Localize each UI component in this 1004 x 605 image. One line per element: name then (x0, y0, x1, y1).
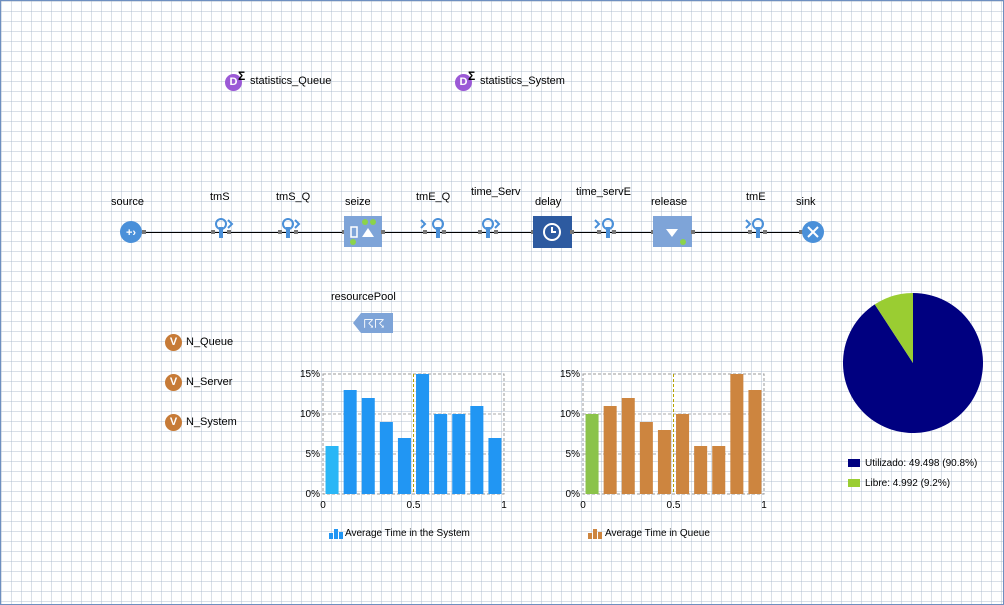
system-bar (343, 390, 357, 494)
time-serv-label: time_Serv (471, 186, 521, 198)
seize-block[interactable] (342, 216, 385, 247)
system-x-tick-label: 1 (501, 500, 507, 511)
bar-chart-legend-icon (329, 529, 343, 539)
time-serve-block[interactable] (594, 218, 616, 238)
queue-bar (639, 422, 653, 494)
pie-slice (842, 293, 983, 433)
pie-legend-swatch-used (848, 459, 860, 467)
queue-bar (712, 446, 726, 494)
system-y-tick-label: 0% (306, 489, 321, 500)
tme-block[interactable] (745, 218, 767, 238)
variable-n-queue-label: N_Queue (186, 336, 234, 348)
source-block[interactable]: +› (120, 221, 146, 243)
system-chart-legend: Average Time in the System (345, 528, 470, 539)
system-y-tick-label: 10% (300, 409, 320, 420)
queue-x-tick-label: 0 (580, 500, 586, 511)
queue-bar (676, 414, 690, 494)
queue-bar (621, 398, 635, 494)
system-bar (397, 438, 411, 494)
system-y-tick-label: 5% (306, 449, 321, 460)
system-bar (488, 438, 502, 494)
sink-label: sink (796, 196, 816, 208)
system-x-tick-label: 0.5 (407, 500, 421, 511)
statistics-system-label: statistics_System (480, 75, 565, 87)
system-bar (434, 414, 448, 494)
tme-q-block[interactable] (420, 218, 446, 238)
statistics-queue-label: statistics_Queue (250, 75, 332, 87)
variable-icon[interactable]: V (165, 334, 182, 351)
pie-legend-free: Libre: 4.992 (9.2%) (865, 478, 951, 489)
sink-block[interactable] (799, 221, 824, 243)
tme-label: tmE (746, 191, 766, 203)
time-serv-block[interactable] (478, 218, 501, 238)
svg-text:+›: +› (126, 227, 136, 239)
pie-legend-used: Utilizado: 49.498 (90.8%) (865, 458, 978, 469)
sigma-icon: Σ (238, 69, 246, 83)
pie-legend-swatch-free (848, 479, 860, 487)
resource-pool-block[interactable]: ☈☈ (353, 313, 393, 333)
queue-bar (585, 414, 599, 494)
queue-bar (730, 374, 744, 494)
resource-pool-label: resourcePool (331, 291, 396, 303)
queue-y-tick-label: 5% (566, 449, 581, 460)
system-bar (416, 374, 430, 494)
system-x-tick-label: 0 (320, 500, 326, 511)
delay-block[interactable] (531, 216, 574, 248)
queue-x-tick-label: 0.5 (667, 500, 681, 511)
system-y-tick-label: 15% (300, 369, 320, 380)
queue-bar (657, 430, 671, 494)
tms-q-block[interactable] (278, 218, 301, 238)
statistics-icon[interactable]: D (455, 74, 472, 91)
queue-y-tick-label: 10% (560, 409, 580, 420)
system-bar (361, 398, 375, 494)
queue-bar (694, 446, 708, 494)
tms-block[interactable] (211, 218, 234, 238)
release-block[interactable] (651, 216, 695, 247)
delay-label: delay (535, 196, 562, 208)
queue-y-tick-label: 0% (566, 489, 581, 500)
variable-icon[interactable]: V (165, 374, 182, 391)
statistics-icon[interactable]: D (225, 74, 242, 91)
time-serve-label: time_servE (576, 186, 632, 198)
queue-bar (603, 406, 617, 494)
flow-connector-line (141, 232, 813, 233)
bar-chart-legend-icon (588, 529, 602, 539)
tme-q-label: tmE_Q (416, 191, 451, 203)
sigma-icon: Σ (468, 69, 476, 83)
seize-label: seize (345, 196, 371, 208)
release-label: release (651, 196, 688, 208)
queue-x-tick-label: 1 (761, 500, 767, 511)
system-bar (379, 422, 393, 494)
variable-n-server-label: N_Server (186, 376, 233, 388)
source-label: source (111, 196, 145, 208)
pie-slice (874, 293, 913, 363)
system-bar (470, 406, 484, 494)
tms-label: tmS (210, 191, 230, 203)
variable-n-system-label: N_System (186, 416, 237, 428)
tms-q-label: tmS_Q (276, 191, 311, 203)
queue-y-tick-label: 15% (560, 369, 580, 380)
svg-text:☈☈: ☈☈ (363, 317, 385, 331)
system-bar (452, 414, 466, 494)
variable-icon[interactable]: V (165, 414, 182, 431)
system-bar (325, 446, 339, 494)
queue-bar (748, 390, 762, 494)
queue-chart-legend: Average Time in Queue (605, 528, 710, 539)
